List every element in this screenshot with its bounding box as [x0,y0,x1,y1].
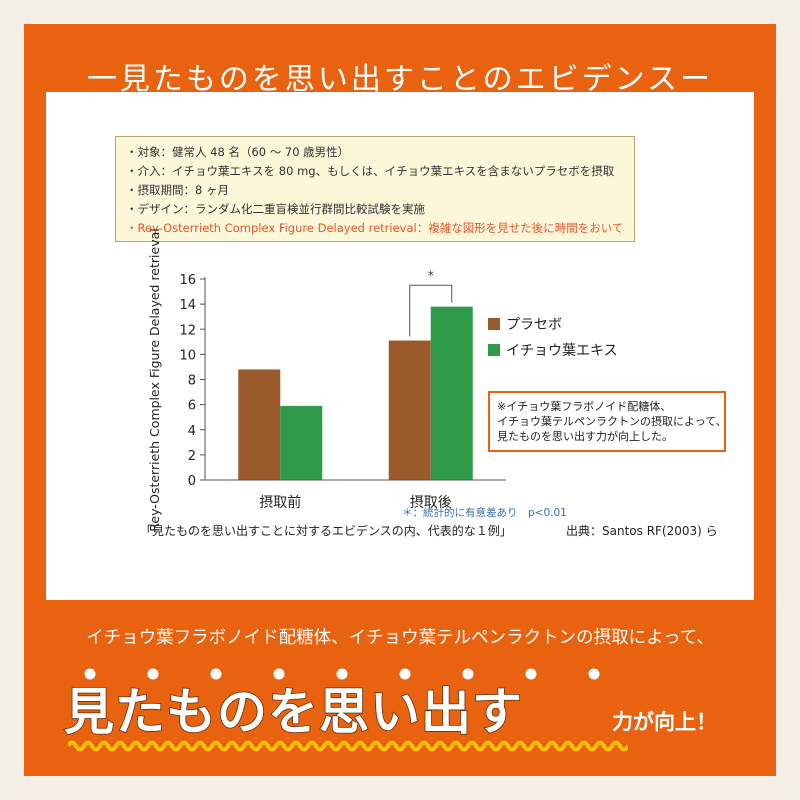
emphasis-dots [84,668,600,680]
annotation-line: 見たものを思い出す力が向上した。 [497,429,673,443]
y-tick-label: 4 [188,424,196,439]
study-duration: ・摂取期間：8 ヶ月 [126,183,229,197]
emphasis-dot [273,668,285,680]
y-tick-label: 8 [188,374,196,389]
study-summary-box: ・対象：健常人 48 名（60 〜 70 歳男性） ・介入：イチョウ葉エキスを … [115,136,635,242]
y-tick-label: 14 [179,298,196,313]
chart-caption: 「見たものを思い出すことに対するエビデンスの内、代表的な１例」 [140,524,512,538]
y-tick-label: 0 [188,474,196,489]
bar-placebo [238,369,281,480]
emphasis-phrase: 見たものを思い出す [63,682,523,742]
emphasis-dot [336,668,348,680]
annotation-line: イチョウ葉テルペンラクトンの摂取によって、 [497,414,727,428]
study-test-description: ・Rey-Osterrieth Complex Figure Delayed r… [126,221,624,235]
x-category-label: 摂取前 [259,494,301,511]
legend-swatch [488,318,500,330]
source-citation: 出典：Santos RF(2003) ら [566,524,718,538]
significance-bracket [409,284,453,337]
legend-label: イチョウ葉エキス [506,343,618,359]
annotation-box [488,391,726,452]
significance-marker: * [428,268,434,282]
annotation-line: ※イチョウ葉フラボノイド配糖体、 [497,399,671,413]
evidence-panel: ・対象：健常人 48 名（60 〜 70 歳男性） ・介入：イチョウ葉エキスを … [46,92,754,600]
legend-label: プラセボ [506,317,562,333]
orange-frame: 一見たものを思い出すことのエビデンスー ・対象：健常人 48 名（60 〜 70… [24,24,776,776]
emphasis-dot [588,668,600,680]
study-subjects: ・対象：健常人 48 名（60 〜 70 歳男性） [126,145,350,159]
significance-note: ＊：統計的に有意差あり p<0.01 [402,506,567,519]
x-category-label: 摂取後 [410,495,452,511]
y-axis-title: Rey-Osterrieth Complex Figure Delayed re… [147,228,162,532]
page-title: 一見たものを思い出すことのエビデンスー [86,62,714,97]
y-axis-title-text: Rey-Osterrieth Complex Figure Delayed re… [147,228,162,532]
y-tick-label: 6 [188,399,196,414]
emphasis-dot [147,668,159,680]
bar-chart: Rey-Osterrieth Complex Figure Delayed re… [147,228,727,532]
y-tick-label: 10 [179,348,196,363]
bar-ginkgo [280,405,323,480]
wavy-line [68,740,628,752]
bar-placebo [388,340,431,480]
wavy-underline [68,740,628,752]
y-tick-label: 2 [188,449,196,464]
y-tick-label: 16 [179,273,196,288]
emphasis-suffix: 力が向上！ [612,710,717,734]
emphasis-dot [399,668,411,680]
legend-swatch [488,344,500,356]
emphasis-dot [462,668,474,680]
y-tick-label: 12 [179,323,196,338]
study-design: ・デザイン：ランダム化二重盲検並行群間比較試験を実施 [126,202,425,216]
bottom-lead-text: イチョウ葉フラボノイド配糖体、イチョウ葉テルペンラクトンの摂取によって、 [86,628,714,648]
emphasis-dot [525,668,537,680]
study-intervention: ・介入：イチョウ葉エキスを 80 mg、もしくは、イチョウ葉エキスを含まないプラ… [126,164,615,178]
emphasis-dot [210,668,222,680]
emphasis-dot [84,668,96,680]
bar-ginkgo [430,306,473,480]
